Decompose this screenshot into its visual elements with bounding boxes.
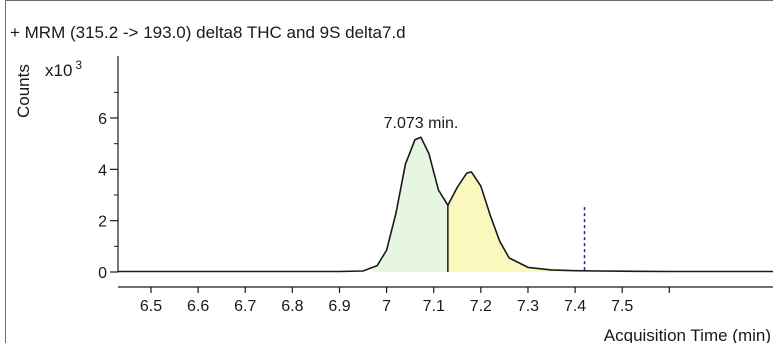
chromatogram-trace: 7.073 min. [118,115,773,273]
peak-annotation: 7.073 min. [384,115,459,132]
chromatogram-frame [5,0,773,343]
x-tick-label: 7 [382,298,391,315]
integrated-peak-fill-2 [447,171,571,272]
x-tick-label: 7.3 [517,298,539,315]
x-tick-label: 6.8 [281,298,303,315]
y-tick-label: 2 [98,214,107,231]
chart-title: + MRM (315.2 -> 193.0) delta8 THC and 9S… [10,23,406,42]
x-tick-label: 7.5 [611,298,633,315]
x-tick-label: 6.7 [234,298,256,315]
y-tick-label: 0 [98,265,107,282]
x-tick-label: 6.5 [140,298,162,315]
chart-ticks: 0 2 4 6 6.5 6.6 6.7 6.8 6.9 7 7.1 7.2 7.3 7.4 7.5 [98,91,670,315]
integrated-peak-fill-1 [372,137,448,272]
x-tick-label: 7.4 [564,298,586,315]
y-tick-label: 4 [98,162,107,179]
integrated-peak-fills [372,137,571,272]
y-multiplier: x10 3 [45,58,82,80]
chromatogram-line [118,136,773,273]
y-tick-label: 6 [98,111,107,128]
x-tick-label: 7.2 [470,298,492,315]
x-tick-label: 6.6 [187,298,209,315]
x-tick-label: 7.1 [423,298,445,315]
y-multiplier-base: x10 [45,61,72,80]
x-tick-label: 6.9 [328,298,350,315]
y-multiplier-exponent: 3 [75,58,82,72]
x-axis-label: Acquisition Time (min) [604,326,771,343]
y-axis-label: Counts [14,64,33,118]
